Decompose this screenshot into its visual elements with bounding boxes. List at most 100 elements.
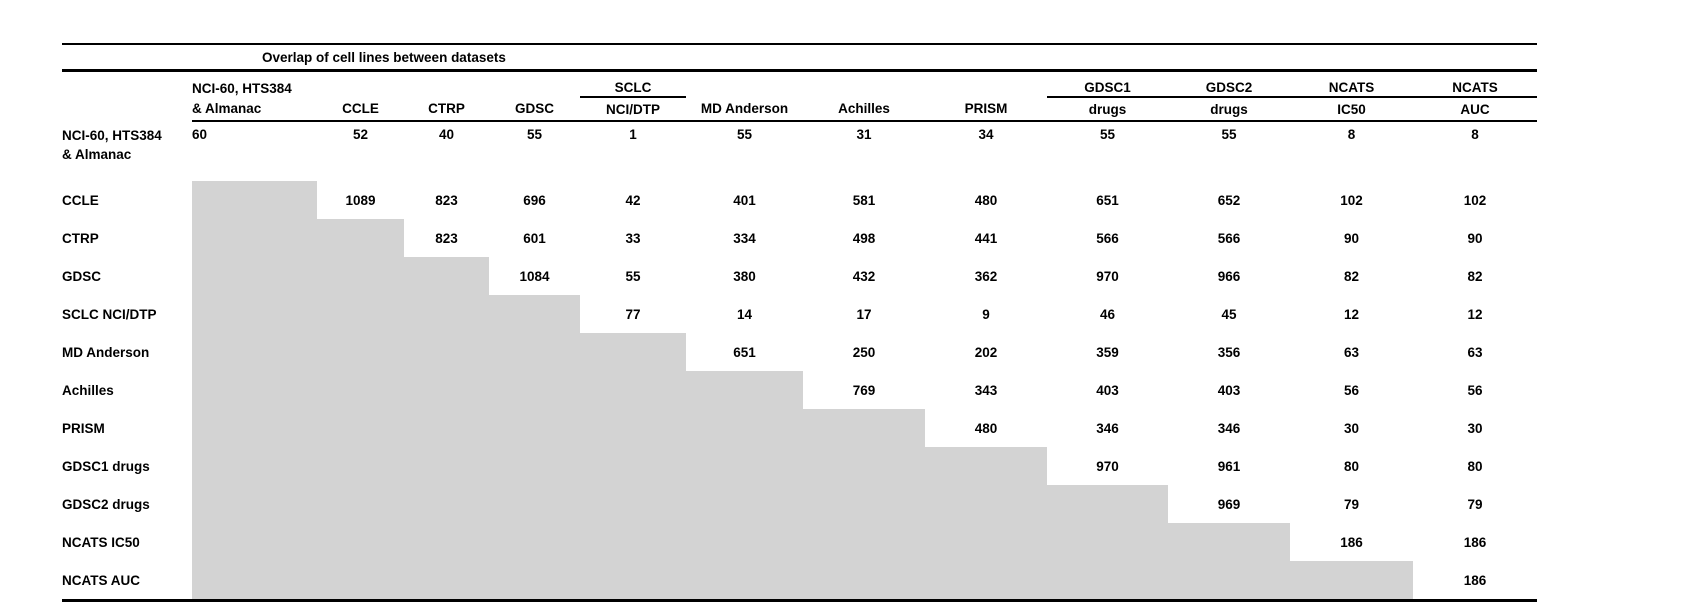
- col-header-line1: NCI-60, HTS384: [192, 81, 292, 96]
- matrix-cell: 601: [523, 230, 546, 246]
- shaded-cell: [404, 485, 489, 523]
- row-label: NCATS AUC: [62, 561, 192, 602]
- col-header-line1: SCLC: [580, 70, 686, 98]
- matrix-cell: 17: [856, 306, 872, 322]
- matrix-cell: 77: [625, 306, 641, 322]
- matrix-cell: 56: [1467, 382, 1483, 398]
- matrix-cell: 80: [1467, 458, 1483, 474]
- col-header-line1: GDSC2: [1168, 70, 1290, 98]
- matrix-cell: 82: [1467, 268, 1483, 284]
- shaded-cell: [317, 561, 404, 602]
- overlap-table: Overlap of cell lines between datasets N…: [62, 43, 1538, 602]
- matrix-cell: 34: [978, 127, 994, 142]
- row-label: GDSC: [62, 268, 102, 284]
- matrix-cell: 12: [1343, 306, 1360, 322]
- shaded-cell: [404, 333, 489, 371]
- matrix-cell: 79: [1343, 496, 1360, 512]
- shaded-cell: [192, 333, 317, 371]
- shaded-cell: [1047, 485, 1168, 523]
- shaded-cell: [803, 447, 925, 485]
- matrix-cell: 441: [974, 230, 998, 246]
- col-header-line1: [686, 71, 803, 98]
- matrix-cell: 250: [852, 344, 876, 360]
- row-label: GDSC1 drugs: [62, 458, 150, 474]
- matrix-cell: 186: [1340, 534, 1363, 550]
- shaded-cell: [489, 333, 580, 371]
- matrix-cell: 480: [974, 420, 998, 436]
- matrix-cell: 480: [974, 192, 998, 208]
- col-header-line1: [925, 71, 1047, 98]
- matrix-cell: 8: [1471, 127, 1479, 142]
- col-header-line2: MD Anderson: [686, 97, 803, 122]
- matrix-cell: 401: [733, 192, 756, 208]
- matrix-cell: 343: [974, 382, 998, 398]
- matrix-cell: 9: [982, 306, 990, 322]
- table-row: NCI-60, HTS384 & Almanac 60 52 40 55 1 55 31 34 55…: [62, 121, 1537, 181]
- table-row: NCATS AUC 186: [62, 561, 1538, 602]
- shaded-cell: [404, 561, 489, 602]
- shaded-cell: [1168, 561, 1290, 602]
- col-header-line1: NCATS: [1290, 70, 1413, 98]
- shaded-cell: [317, 371, 404, 409]
- col-header-line2: IC50: [1290, 97, 1413, 122]
- matrix-cell: 102: [1463, 192, 1487, 208]
- shaded-cell: [489, 523, 580, 561]
- matrix-cell: 359: [1096, 344, 1119, 360]
- matrix-cell: 82: [1343, 268, 1360, 284]
- matrix-cell: 403: [1096, 382, 1119, 398]
- row-label: MD Anderson: [62, 344, 150, 360]
- shaded-cell: [1047, 523, 1168, 561]
- row-label: PRISM: [62, 420, 105, 436]
- matrix-cell: 566: [1096, 230, 1119, 246]
- matrix-cell: 362: [974, 268, 998, 284]
- col-header-line2: PRISM: [925, 97, 1047, 122]
- shaded-cell: [580, 333, 686, 371]
- shaded-cell: [803, 561, 925, 602]
- col-header-line1: [404, 71, 489, 98]
- col-header-line2: CTRP: [404, 97, 489, 122]
- shaded-cell: [317, 333, 404, 371]
- shaded-cell: [580, 371, 686, 409]
- shaded-cell: [803, 485, 925, 523]
- shaded-cell: [317, 485, 404, 523]
- matrix-cell: 55: [526, 127, 543, 142]
- matrix-cell: 63: [1467, 344, 1483, 360]
- shaded-cell: [192, 219, 317, 257]
- table-row: CTRP 823 601 33 334 498 441 566 566 90 90: [62, 219, 1537, 257]
- table-row: MD Anderson 651 250 202 359 356 63 63: [62, 333, 1537, 371]
- col-header-line2: drugs: [1168, 97, 1290, 122]
- row-label-line: & Almanac: [62, 147, 132, 162]
- matrix-cell: 970: [1096, 268, 1119, 284]
- shaded-cell: [925, 561, 1047, 602]
- table-row: GDSC1 drugs 970 961 80 80: [62, 447, 1537, 485]
- shaded-cell: [404, 257, 489, 295]
- shaded-cell: [317, 409, 404, 447]
- shaded-cell: [192, 371, 317, 409]
- shaded-cell: [580, 409, 686, 447]
- shaded-cell: [686, 447, 803, 485]
- table-row: PRISM 480 346 346 30 30: [62, 409, 1537, 447]
- matrix-cell: 55: [625, 268, 641, 284]
- header-corner-spacer: [62, 97, 192, 121]
- shaded-cell: [686, 371, 803, 409]
- matrix-cell: 52: [352, 127, 369, 142]
- shaded-cell: [404, 409, 489, 447]
- shaded-cell: [580, 561, 686, 602]
- table-row: SCLC NCI/DTP 77 14 17 9 46 45 12 12: [62, 295, 1537, 333]
- matrix-cell: 581: [852, 192, 876, 208]
- shaded-cell: [580, 523, 686, 561]
- shaded-cell: [686, 523, 803, 561]
- col-header-line2: drugs: [1047, 97, 1168, 122]
- matrix-cell: 1084: [519, 268, 550, 284]
- matrix-cell: 651: [733, 344, 756, 360]
- col-header-line2: GDSC: [489, 97, 580, 122]
- shaded-cell: [803, 409, 925, 447]
- shaded-cell: [489, 409, 580, 447]
- col-header-line2: NCI/DTP: [580, 97, 686, 122]
- shaded-cell: [317, 257, 404, 295]
- matrix-cell: 80: [1343, 458, 1360, 474]
- shaded-cell: [192, 485, 317, 523]
- shaded-cell: [404, 371, 489, 409]
- matrix-cell: 380: [733, 268, 756, 284]
